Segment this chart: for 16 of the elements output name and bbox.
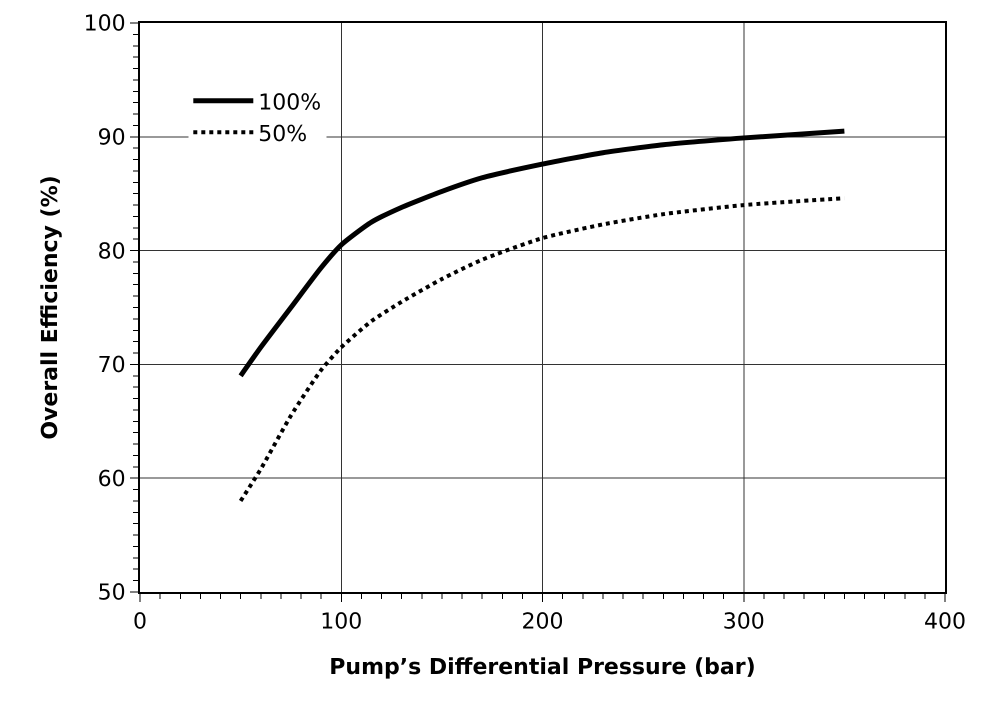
x-tick-label: 0 bbox=[133, 609, 147, 634]
x-tick-label: 100 bbox=[320, 609, 362, 634]
y-axis-title: Overall Efficiency (%) bbox=[38, 175, 63, 440]
x-axis-title: Pump’s Differential Pressure (bar) bbox=[329, 654, 756, 680]
y-tick-label: 50 bbox=[98, 580, 126, 606]
y-tick-label: 90 bbox=[98, 126, 126, 150]
line-series bbox=[238, 196, 846, 503]
legend-label: 100% bbox=[258, 90, 322, 116]
y-tick-label: 60 bbox=[98, 466, 126, 492]
y-tick-label: 80 bbox=[98, 239, 126, 264]
x-tick-label: 300 bbox=[722, 609, 765, 634]
x-tick-label: 400 bbox=[924, 609, 966, 634]
legend-label: 50% bbox=[258, 122, 308, 147]
x-tick-label: 200 bbox=[522, 609, 564, 634]
y-tick-label: 70 bbox=[98, 353, 126, 378]
y-tick-label: 100 bbox=[84, 12, 126, 37]
